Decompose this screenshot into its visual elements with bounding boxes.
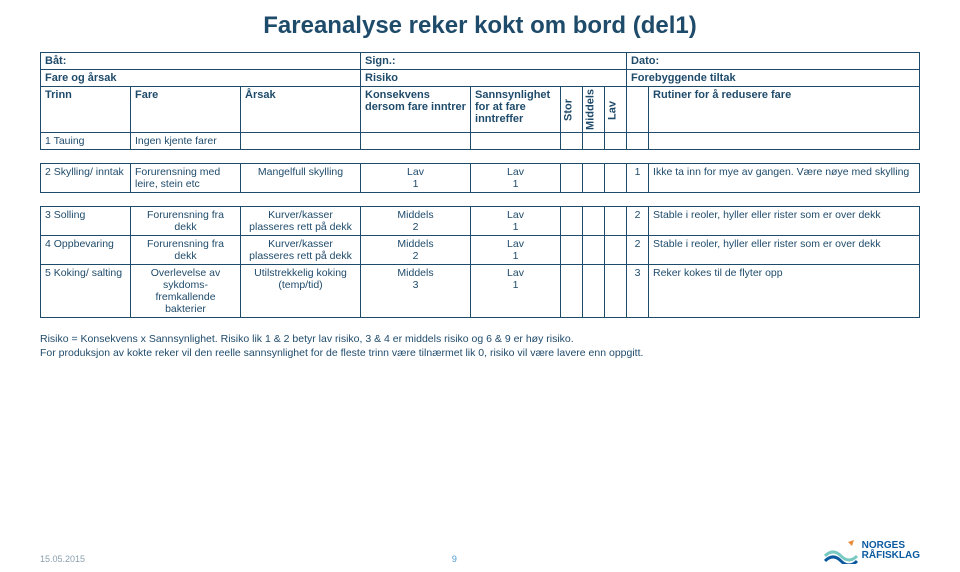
cell-aarsak: Kurver/kasser plasseres rett på dekk	[241, 235, 361, 264]
cell-fare: Forurensning fra dekk	[131, 235, 241, 264]
page-title: Fareanalyse reker kokt om bord (del1)	[40, 12, 920, 40]
cell-sanns: Lav1	[471, 235, 561, 264]
cell-aarsak: Mangelfull skylling	[241, 163, 361, 192]
cell-trinn: 5 Koking/ salting	[41, 264, 131, 317]
cell-middels	[583, 264, 605, 317]
cell-konsekvens	[361, 132, 471, 149]
logo: NORGES RÅFISKLAG	[824, 538, 920, 564]
cell-stor	[561, 206, 583, 235]
col-sannsynlighet: Sannsynlighet for at fare inntreffer	[471, 87, 561, 133]
cell-fare: Overlevelse av sykdoms-fremkallende bakt…	[131, 264, 241, 317]
cell-stor	[561, 264, 583, 317]
cell-lav	[605, 132, 627, 149]
cell-trinn: 3 Solling	[41, 206, 131, 235]
cell-stor	[561, 132, 583, 149]
footer: 15.05.2015 9 NORGES RÅFISKLAG	[40, 538, 920, 564]
col-score-blank	[627, 87, 649, 133]
date-label: Dato:	[627, 53, 920, 70]
cell-trinn: 2 Skylling/ inntak	[41, 163, 131, 192]
col-fare: Fare	[131, 87, 241, 133]
cell-middels	[583, 206, 605, 235]
cell-lav	[605, 206, 627, 235]
table-row: 3 Solling Forurensning fra dekk Kurver/k…	[41, 206, 920, 235]
table-row: 5 Koking/ salting Overlevelse av sykdoms…	[41, 264, 920, 317]
cell-konsekvens: Lav1	[361, 163, 471, 192]
cell-aarsak: Utilstrekkelig koking (temp/tid)	[241, 264, 361, 317]
cell-score: 3	[627, 264, 649, 317]
table-row: 4 Oppbevaring Forurensning fra dekk Kurv…	[41, 235, 920, 264]
cell-score: 2	[627, 235, 649, 264]
logo-text-bottom: RÅFISKLAG	[862, 551, 920, 561]
cell-rutiner: Reker kokes til de flyter opp	[649, 264, 920, 317]
col-konsekvens: Konsekvens dersom fare inntrer	[361, 87, 471, 133]
cell-sanns: Lav1	[471, 163, 561, 192]
col-lav: Lav	[605, 87, 627, 133]
boat-label: Båt:	[41, 53, 361, 70]
cell-trinn: 4 Oppbevaring	[41, 235, 131, 264]
cell-lav	[605, 264, 627, 317]
cell-aarsak	[241, 132, 361, 149]
cell-sanns: Lav1	[471, 206, 561, 235]
sign-label: Sign.:	[361, 53, 627, 70]
col-trinn: Trinn	[41, 87, 131, 133]
cell-sanns: Lav1	[471, 264, 561, 317]
cell-score: 1	[627, 163, 649, 192]
cell-score: 2	[627, 206, 649, 235]
table-row: 2 Skylling/ inntak Forurensning med leir…	[41, 163, 920, 192]
footer-date: 15.05.2015	[40, 554, 85, 564]
cell-fare: Forurensning fra dekk	[131, 206, 241, 235]
cell-sanns	[471, 132, 561, 149]
col-middels: Middels	[583, 87, 605, 133]
cell-rutiner	[649, 132, 920, 149]
cell-aarsak: Kurver/kasser plasseres rett på dekk	[241, 206, 361, 235]
cell-score	[627, 132, 649, 149]
cell-middels	[583, 163, 605, 192]
table-row: 1 Tauing Ingen kjente farer	[41, 132, 920, 149]
notes-line2: For produksjon av kokte reker vil den re…	[40, 346, 920, 360]
notes: Risiko = Konsekvens x Sannsynlighet. Ris…	[40, 332, 920, 360]
col-fare-arsak: Fare og årsak	[41, 70, 361, 87]
cell-stor	[561, 163, 583, 192]
cell-konsekvens: Middels2	[361, 206, 471, 235]
cell-rutiner: Stable i reoler, hyller eller rister som…	[649, 235, 920, 264]
footer-page: 9	[452, 554, 457, 564]
col-forebyggende: Forebyggende tiltak	[627, 70, 920, 87]
col-rutiner: Rutiner for å redusere fare	[649, 87, 920, 133]
cell-stor	[561, 235, 583, 264]
cell-trinn: 1 Tauing	[41, 132, 131, 149]
cell-lav	[605, 235, 627, 264]
logo-icon	[824, 538, 858, 564]
cell-fare: Forurensning med leire, stein etc	[131, 163, 241, 192]
cell-middels	[583, 235, 605, 264]
notes-line1: Risiko = Konsekvens x Sannsynlighet. Ris…	[40, 332, 920, 346]
cell-konsekvens: Middels2	[361, 235, 471, 264]
cell-rutiner: Ikke ta inn for mye av gangen. Være nøye…	[649, 163, 920, 192]
cell-rutiner: Stable i reoler, hyller eller rister som…	[649, 206, 920, 235]
col-stor: Stor	[561, 87, 583, 133]
main-table: Båt: Sign.: Dato: Fare og årsak Risiko F…	[40, 52, 920, 318]
cell-middels	[583, 132, 605, 149]
cell-lav	[605, 163, 627, 192]
col-risiko: Risiko	[361, 70, 627, 87]
col-aarsak: Årsak	[241, 87, 361, 133]
cell-fare: Ingen kjente farer	[131, 132, 241, 149]
cell-konsekvens: Middels3	[361, 264, 471, 317]
